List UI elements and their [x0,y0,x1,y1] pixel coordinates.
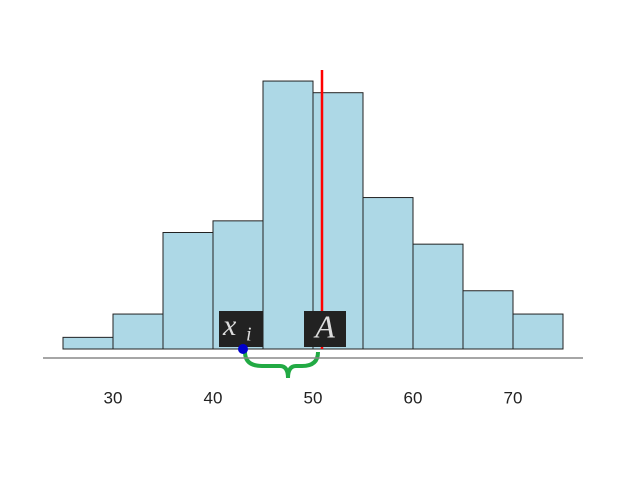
x-tick-label: 70 [504,388,523,407]
bar [262,80,314,350]
bar [512,313,564,350]
bar [462,290,514,350]
bar [362,197,414,350]
point-label-subscript: i [246,324,252,346]
bar [112,313,164,350]
x-tick-label: 40 [204,388,223,407]
line-label: A [313,308,335,344]
x-tick-label: 50 [304,388,323,407]
bar [62,336,114,350]
point [238,344,248,354]
x-tick-label: 60 [404,388,423,407]
x-tick-label: 30 [104,388,123,407]
bar [162,232,214,350]
brace [243,351,320,379]
point-label: x [222,309,237,342]
label-box [304,311,346,347]
label-box [219,311,263,347]
bar [412,243,464,350]
